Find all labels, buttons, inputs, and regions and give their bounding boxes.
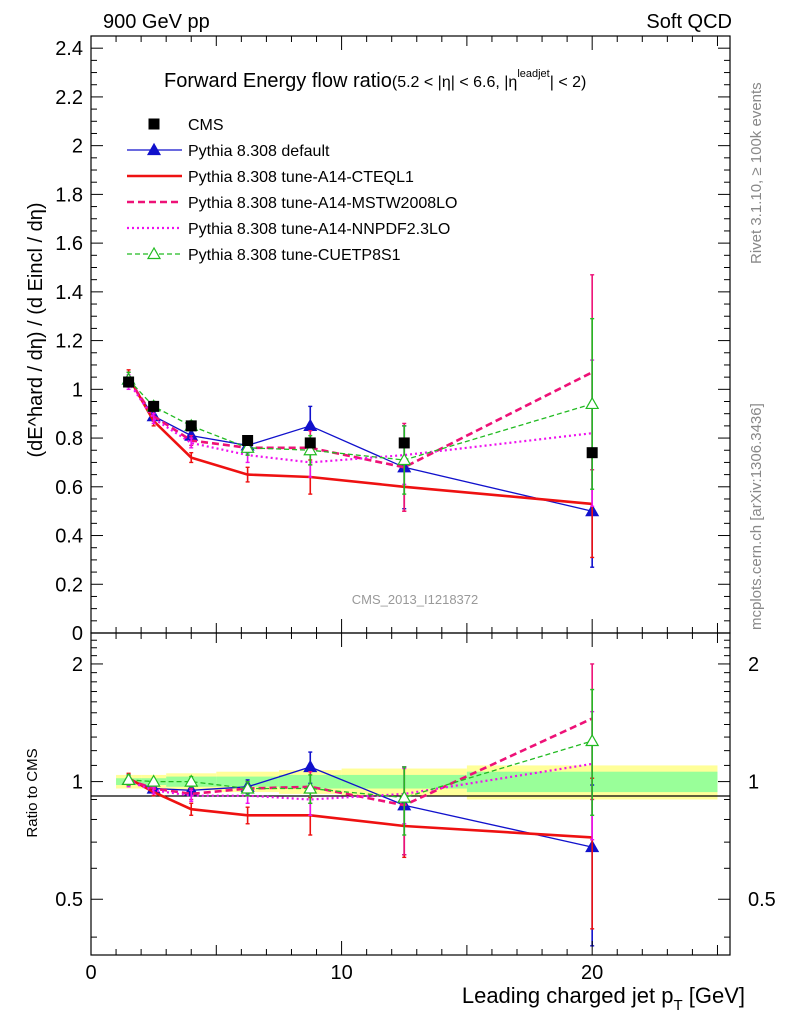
legend-label-cteql1: Pythia 8.308 tune-A14-CTEQL1	[188, 169, 414, 186]
main-y-tick-label: 2.2	[55, 87, 83, 109]
mcplots-label: mcplots.cern.ch [arXiv:1306.3436]	[748, 403, 765, 630]
ratio-y-tick-label-right: 2	[748, 654, 759, 676]
main-cuetp-point	[585, 396, 600, 410]
ratio-cuetp	[121, 688, 600, 836]
main-default-point	[303, 418, 318, 431]
x-axis-label-sub: T	[673, 997, 682, 1014]
ratio-y-tick-label: 2	[72, 654, 83, 676]
ratio-cuetp-point	[146, 774, 161, 787]
main-panel: 0 0.2 0.4 0.6 0.8 1 1.2 1.4 1.6 1.8 2 2.2 2.4 Forwar…	[25, 35, 731, 645]
legend-label-cms: CMS	[188, 117, 224, 134]
ratio-mstw	[126, 663, 595, 856]
main-cuetp-point	[397, 452, 412, 466]
main-cms-point	[242, 434, 254, 446]
main-y-tick-label: 1.6	[55, 233, 83, 255]
main-mstw-line	[127, 371, 593, 469]
main-cuetp-point	[303, 443, 318, 456]
legend-label-mstw: Pythia 8.308 tune-A14-MSTW2008LO	[188, 195, 457, 212]
main-title-end: | < 2)	[550, 74, 587, 91]
rivet-label: Rivet 3.1.10, ≥ 100k events	[748, 82, 765, 264]
x-axis-label-text: Leading charged jet p	[462, 983, 674, 1008]
main-y-tick-label: 1	[72, 379, 83, 401]
ratio-cuetp-point	[397, 790, 412, 803]
main-cms-point	[185, 420, 197, 432]
watermark: CMS_2013_I1218372	[352, 592, 479, 607]
x-axis-label-end: [GeV]	[683, 983, 745, 1008]
legend-label-default: Pythia 8.308 default	[188, 143, 330, 160]
ratio-default-point	[303, 759, 318, 773]
ratio-cuetp-point	[585, 733, 600, 747]
main-cms-point	[304, 437, 316, 449]
legend-marker-default	[146, 142, 162, 156]
legend-label-nnpdf: Pythia 8.308 tune-A14-NNPDF2.3LO	[188, 221, 450, 238]
main-y-tick-label: 1.4	[55, 282, 83, 304]
main-nnpdf	[126, 359, 595, 507]
main-cteql1	[126, 369, 595, 559]
main-y-axis-label: (dE^hard / dη) / (d Eincl / dη)	[25, 202, 47, 457]
x-tick-label: 0	[85, 962, 96, 984]
main-axes: 0 0.2 0.4 0.6 0.8 1 1.2 1.4 1.6 1.8 2 2.2 2.4	[55, 36, 730, 645]
main-title: Forward Energy flow ratio(5.2 < |η| < 6.…	[164, 68, 586, 92]
ratio-y-tick-label: 1	[72, 772, 83, 794]
main-cms-point	[123, 376, 135, 388]
x-tick-label: 20	[581, 962, 603, 984]
legend-marker-cms	[148, 118, 160, 130]
main-nnpdf-line	[127, 381, 593, 464]
ratio-y-tick-label: 0.5	[55, 889, 83, 911]
main-title-suffix: (5.2 < |η| < 6.6, |η	[392, 74, 517, 91]
legend-label-cuetp: Pythia 8.308 tune-CUETP8S1	[188, 247, 401, 264]
main-mstw	[126, 274, 595, 512]
ratio-cuetp-point	[184, 774, 199, 787]
main-y-tick-label: 0.6	[55, 477, 83, 499]
main-cuetp-point	[240, 440, 255, 453]
main-cms-point	[586, 447, 598, 459]
main-y-tick-label: 1.8	[55, 184, 83, 206]
ratio-cuetp-point	[121, 772, 136, 786]
ratio-y-tick-label-right: 1	[748, 772, 759, 794]
main-cms-point	[398, 437, 410, 449]
ratio-axes: 0.5 0.51 12 20 10 20	[55, 633, 776, 984]
main-y-tick-label: 0.2	[55, 574, 83, 596]
legend: CMS Pythia 8.308 default Pythia 8.308 tune…	[127, 117, 457, 264]
ratio-frame	[90, 632, 731, 956]
header-left-label: 900 GeV pp	[103, 11, 210, 33]
ratio-cuetp-point	[240, 781, 255, 794]
ratio-panel: 0.5 0.51 12 20 10 20 Ratio to CMS Leading cha…	[24, 632, 776, 1014]
x-axis-label: Leading charged jet pT [GeV]	[462, 983, 745, 1014]
ratio-cuetp-point	[303, 781, 318, 794]
legend-marker-cuetp	[146, 246, 162, 260]
main-series-layer	[121, 274, 600, 568]
main-title-text: Forward Energy flow ratio	[164, 70, 392, 92]
x-tick-label: 10	[330, 962, 352, 984]
main-y-tick-label: 1.2	[55, 331, 83, 353]
main-default	[121, 371, 600, 568]
ratio-y-tick-label-right: 0.5	[748, 889, 776, 911]
ratio-series-layer	[121, 663, 600, 947]
main-frame	[90, 35, 731, 634]
main-y-tick-label: 0.8	[55, 428, 83, 450]
header-right-label: Soft QCD	[646, 11, 732, 33]
main-y-tick-label: 0.4	[55, 526, 83, 548]
main-y-tick-label: 2.4	[55, 38, 83, 60]
main-y-tick-label: 2	[72, 136, 83, 158]
main-y-tick-label: 0	[72, 623, 83, 645]
ratio-y-axis-label: Ratio to CMS	[24, 748, 41, 837]
main-cms-point	[148, 400, 160, 412]
main-cms	[123, 376, 598, 459]
main-title-sup: leadjet	[517, 68, 549, 80]
